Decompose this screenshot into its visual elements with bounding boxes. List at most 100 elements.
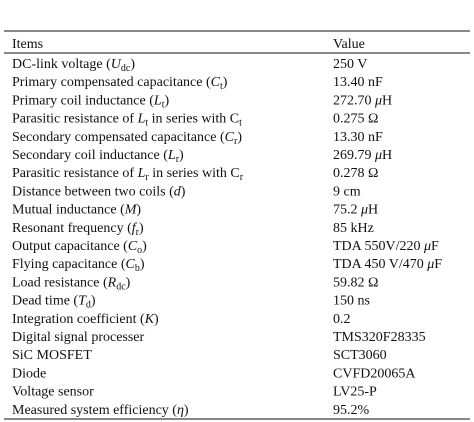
text-run: f [132, 221, 138, 236]
item-cell: Secondary coil inductance (Lr) [12, 148, 184, 165]
text-run: Output capacitance ( [12, 239, 128, 254]
text-run: 59.82 Ω [333, 275, 378, 290]
text-run: L [137, 166, 146, 181]
text-run: ) [130, 57, 135, 72]
value-cell: 150 ns [333, 294, 370, 309]
value-cell: CVFD20065A [333, 366, 416, 381]
value-cell: 13.40 nF [333, 75, 383, 90]
text-run: 85 kHz [333, 221, 374, 236]
text-run: μ [374, 148, 382, 163]
text-run: 0.275 Ω [333, 112, 378, 127]
text-run: dc [116, 281, 126, 292]
text-run: H [382, 93, 392, 108]
text-run: d [174, 184, 182, 199]
text-run: L [137, 112, 146, 127]
text-run: Load resistance ( [12, 275, 108, 290]
value-cell: 0.275 Ω [333, 112, 378, 127]
text-run: η [177, 403, 184, 418]
item-cell: Resonant frequency (fr) [12, 221, 144, 238]
text-run: o [137, 245, 142, 256]
text-run: r [234, 136, 238, 147]
value-cell: TMS320F28335 [333, 330, 426, 345]
text-run: C [126, 257, 136, 272]
text-run: r [136, 227, 140, 238]
text-run: SiC MOSFET [12, 348, 92, 363]
text-run: Primary coil inductance ( [12, 93, 154, 108]
text-run: Voltage sensor [12, 385, 94, 400]
text-run: t [239, 118, 242, 129]
text-run: F [434, 257, 442, 272]
value-cell: 75.2 μH [333, 203, 378, 218]
header-value: Value [333, 37, 365, 52]
text-run: U [111, 57, 122, 72]
item-cell: SiC MOSFET [12, 348, 92, 363]
text-run: H [382, 148, 392, 163]
item-cell: Output capacitance (Co) [12, 239, 147, 256]
item-cell: Mutual inductance (M) [12, 203, 141, 218]
text-run: ) [237, 130, 242, 145]
value-cell: TDA 450 V/470 μF [333, 257, 442, 272]
text-run: ) [91, 294, 96, 309]
text-run: 0.278 Ω [333, 166, 378, 181]
text-run: Parasitic resistance of [12, 112, 138, 127]
text-run: Digital signal processer [12, 330, 145, 345]
value-cell: 13.30 nF [333, 130, 383, 145]
text-run: ) [140, 257, 145, 272]
value-cell: 95.2% [333, 403, 370, 418]
text-run: F [431, 239, 439, 254]
item-cell: DC-link voltage (Udc) [12, 57, 135, 74]
text-run: ) [142, 239, 147, 254]
header-items: Items [12, 37, 43, 52]
text-run: ) [154, 312, 159, 327]
text-run: ) [139, 221, 144, 236]
text-run: Integration coefficient ( [12, 312, 145, 327]
text-run: CVFD20065A [333, 366, 416, 381]
text-run: dc [121, 63, 131, 74]
text-run: μ [374, 93, 382, 108]
text-run: M [124, 203, 138, 218]
text-run: d [86, 300, 91, 311]
text-run: ) [223, 75, 228, 90]
text-run: ) [181, 184, 186, 199]
text-run: 150 ns [333, 294, 370, 309]
text-run: t [145, 118, 148, 129]
text-run: Distance between two coils ( [12, 184, 174, 199]
text-run: C [211, 75, 221, 90]
value-cell: TDA 550V/220 μF [333, 239, 439, 254]
text-run: t [220, 81, 223, 92]
text-run: T [78, 294, 87, 309]
text-run: μ [423, 239, 431, 254]
item-cell: Distance between two coils (d) [12, 184, 186, 199]
text-run: ) [179, 148, 184, 163]
text-run: 250 V [333, 57, 367, 72]
item-cell: Integration coefficient (K) [12, 312, 159, 327]
text-run: in series with C [149, 166, 240, 181]
item-cell: Measured system efficiency (η) [12, 403, 189, 418]
text-run: 95.2% [333, 403, 370, 418]
text-run: SCT3060 [333, 348, 387, 363]
item-cell: Flying capacitance (Cb) [12, 257, 145, 274]
text-run: Dead time ( [12, 294, 78, 309]
text-run: b [135, 263, 140, 274]
text-run: ) [184, 403, 189, 418]
item-cell: Primary coil inductance (Lt) [12, 93, 169, 110]
item-cell: Diode [12, 366, 46, 381]
value-cell: 250 V [333, 57, 367, 72]
text-run: L [153, 93, 162, 108]
text-run: C [225, 130, 235, 145]
text-run: ) [126, 275, 131, 290]
text-run: H [368, 203, 378, 218]
item-cell: Parasitic resistance of Lr in series wit… [12, 166, 244, 183]
text-run: 13.30 nF [333, 130, 383, 145]
text-run: Flying capacitance ( [12, 257, 126, 272]
text-run: t [162, 99, 165, 110]
item-cell: Secondary compensated capacitance (Cr) [12, 130, 242, 147]
text-run: TDA 550V/220 [333, 239, 424, 254]
text-run: r [176, 154, 180, 165]
text-run: C [128, 239, 138, 254]
text-run: Primary compensated capacitance ( [12, 75, 211, 90]
text-run: μ [360, 203, 368, 218]
text-run: 269.79 [333, 148, 375, 163]
text-run: 9 cm [333, 184, 361, 199]
